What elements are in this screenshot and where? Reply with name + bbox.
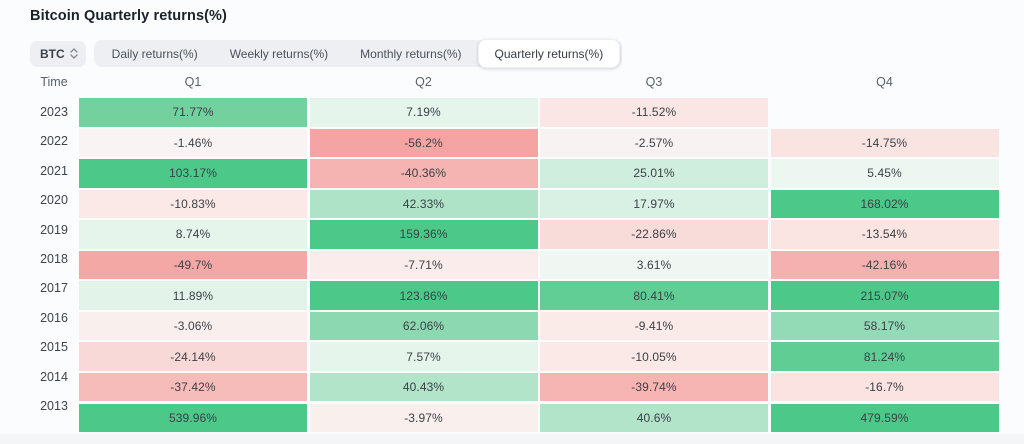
heatmap-cell-2020-q4: 168.02% — [770, 189, 999, 219]
tab-bar: Daily returns(%) Weekly returns(%) Monthly… — [93, 39, 623, 68]
heatmap-cell-2020-q2: 42.33% — [309, 189, 538, 219]
heatmap-cell-2022-q3: -2.57% — [540, 128, 768, 158]
year-label-2016: 2016 — [40, 310, 68, 325]
time-column-header: Time — [40, 75, 68, 89]
heatmap-cell-2016-q1: -3.06% — [79, 311, 307, 341]
heatmap-cell-2014-q1: -37.42% — [79, 372, 307, 402]
heatmap-cell-2019-q4: -13.54% — [770, 220, 999, 249]
year-label-2013: 2013 — [40, 399, 68, 413]
column-header-q1: Q1 — [184, 75, 202, 89]
year-label-2017: 2017 — [40, 281, 68, 296]
heatmap-cell-2022-q1: -1.46% — [79, 128, 307, 158]
updown-chevron-icon — [69, 48, 78, 59]
heatmap-cell-2016-q2: 62.06% — [309, 311, 538, 341]
heatmap-cell-2022-q2: -56.2% — [309, 128, 538, 158]
heatmap-cell-2015-q1: -24.14% — [79, 342, 307, 371]
heatmap-cell-2014-q3: -39.74% — [540, 372, 768, 402]
asset-selector[interactable]: BTC — [30, 40, 86, 67]
heatmap-cell-2014-q4: -16.7% — [770, 372, 999, 402]
heatmap-cell-2015-q2: 7.57% — [309, 342, 538, 371]
heatmap-cell-2017-q3: 80.41% — [540, 281, 768, 310]
heatmap-cell-2014-q2: 40.43% — [309, 372, 538, 402]
heatmap-cell-2017-q2: 123.86% — [309, 281, 538, 310]
heatmap-cell-2018-q1: -49.7% — [79, 250, 307, 280]
heatmap-cell-2013-q3: 40.6% — [540, 403, 768, 432]
heatmap-cell-2015-q3: -10.05% — [540, 342, 768, 371]
heatmap-cell-2015-q4: 81.24% — [770, 342, 999, 371]
year-label-2022: 2022 — [40, 134, 68, 149]
tab-monthly-returns[interactable]: Monthly returns(%) — [344, 40, 477, 67]
column-header-q4: Q4 — [876, 75, 893, 89]
heatmap-cell-2019-q3: -22.86% — [540, 220, 768, 249]
year-label-2023: 2023 — [40, 105, 68, 119]
heatmap-cell-2021-q2: -40.36% — [309, 159, 538, 188]
heatmap-cell-2020-q3: 17.97% — [540, 189, 768, 219]
heatmap-cell-2020-q1: -10.83% — [79, 189, 307, 219]
heatmap-cell-2019-q1: 8.74% — [79, 220, 307, 249]
heatmap-cell-2019-q2: 159.36% — [309, 220, 538, 249]
controls-row: BTC Daily returns(%) Weekly returns(%) Mon… — [30, 39, 623, 68]
tab-daily-returns[interactable]: Daily returns(%) — [96, 40, 214, 67]
heatmap-cell-2023-q3: -11.52% — [540, 98, 768, 127]
bottom-divider — [0, 434, 1024, 444]
tab-weekly-returns[interactable]: Weekly returns(%) — [214, 40, 344, 67]
year-label-2018: 2018 — [40, 252, 68, 266]
heatmap-cell-2017-q1: 11.89% — [79, 281, 307, 310]
page-title: Bitcoin Quarterly returns(%) — [30, 8, 227, 24]
year-label-2019: 2019 — [40, 222, 68, 237]
heatmap-cell-2021-q1: 103.17% — [79, 159, 307, 188]
heatmap-cell-2016-q4: 58.17% — [770, 311, 999, 341]
year-label-2015: 2015 — [40, 340, 68, 355]
heatmap-cell-2018-q2: -7.71% — [309, 250, 538, 280]
heatmap-cell-2016-q3: -9.41% — [540, 311, 768, 341]
heatmap-cell-2021-q4: 5.45% — [770, 159, 999, 188]
heatmap-cell-2018-q3: 3.61% — [540, 250, 768, 280]
tab-quarterly-returns[interactable]: Quarterly returns(%) — [477, 39, 621, 68]
year-label-2020: 2020 — [40, 193, 68, 208]
heatmap-cell-2013-q1: 539.96% — [79, 403, 307, 432]
column-header-q3: Q3 — [645, 75, 663, 89]
heatmap-cell-2013-q2: -3.97% — [309, 403, 538, 432]
heatmap-cell-2023-q2: 7.19% — [309, 98, 538, 127]
heatmap-cell-2022-q4: -14.75% — [770, 128, 999, 158]
year-label-2021: 2021 — [40, 163, 68, 178]
asset-selector-value: BTC — [40, 46, 65, 61]
column-header-q2: Q2 — [415, 75, 432, 89]
heatmap-cell-2023-q1: 71.77% — [79, 98, 307, 127]
heatmap-cell-2021-q3: 25.01% — [540, 159, 768, 188]
heatmap-cell-2018-q4: -42.16% — [770, 250, 999, 280]
heatmap-cell-2017-q4: 215.07% — [770, 281, 999, 310]
heatmap-cell-2013-q4: 479.59% — [770, 403, 999, 432]
year-label-2014: 2014 — [40, 369, 68, 384]
